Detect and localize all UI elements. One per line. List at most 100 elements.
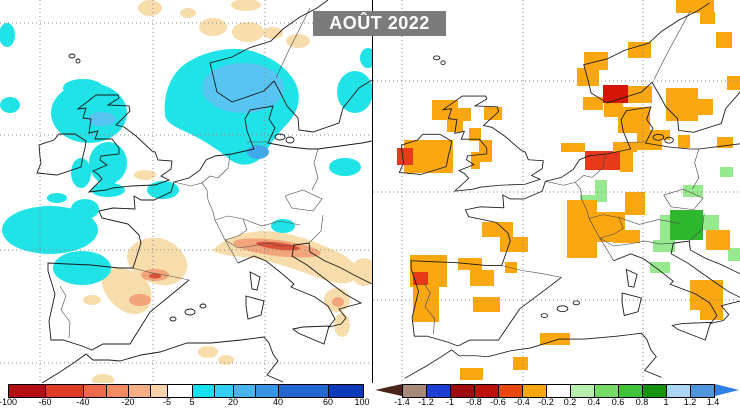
colorbar-tick-label: -0.4 (514, 397, 530, 407)
title-badge: AOÛT 2022 (313, 11, 446, 36)
colorbar-segment (619, 385, 643, 397)
colorbar-tick-label: 40 (272, 397, 284, 407)
grid-cell (660, 215, 670, 240)
grid-cell (650, 262, 670, 273)
grid-cell (628, 42, 651, 58)
colorbar-segment (215, 385, 234, 397)
grid-cell (500, 237, 528, 252)
index-colorbar: -1.4 -1.2 -1 -0.8 -0.6 -0.4 -0.2 0.2 0.4 0.6 0.8 1 1… (375, 384, 740, 408)
precip-driest-core (149, 241, 300, 279)
colorbar-tick-label: -5 (162, 397, 172, 407)
grid-cell (620, 147, 633, 172)
colorbar-tick-label: 20 (227, 397, 239, 407)
colorbar-segment (129, 385, 151, 397)
grid-cell (460, 368, 483, 380)
colorbar-segment (9, 385, 46, 397)
grid-cell (678, 135, 690, 148)
grid-cell (458, 108, 471, 121)
grid-cell (473, 297, 500, 312)
grid-cell (482, 222, 513, 237)
precip-wettest-core (247, 145, 269, 159)
colorbar-segment (329, 385, 363, 397)
colorbar-segment (451, 385, 475, 397)
grid-cell (717, 137, 733, 148)
left-map-precipitation-anomaly (0, 0, 372, 383)
grid-cell (716, 32, 732, 48)
colorbar-tick-label: 0.8 (635, 397, 649, 407)
grid-cell (513, 357, 528, 370)
right-country-borders (423, 10, 705, 335)
grid-cell (618, 107, 650, 133)
colorbar-tick-label: -40 (76, 397, 90, 407)
colorbar-segment (667, 385, 691, 397)
grid-cell (577, 68, 599, 86)
anomaly-grid-cells (397, 0, 740, 380)
left-graticule (0, 0, 372, 383)
colorbar-segment (46, 385, 84, 397)
index-colorbar-segments (402, 384, 715, 398)
grid-cell (583, 97, 603, 110)
colorbar-segment (168, 385, 193, 397)
colorbar-tick-label: -1.4 (394, 397, 410, 407)
grid-cell (625, 192, 645, 215)
grid-cell (676, 0, 714, 13)
grid-cell (413, 272, 428, 285)
colorbar-tick-label: -100 (0, 397, 18, 407)
grid-cell (432, 100, 458, 120)
grid-cell (700, 305, 723, 320)
colorbar-segment (193, 385, 215, 397)
grid-cell (670, 210, 703, 240)
colorbar-tick-label: -1.2 (418, 397, 434, 407)
colorbar-segment (523, 385, 547, 397)
grid-cell (728, 248, 740, 261)
grid-cell (471, 152, 480, 169)
colorbar-tick-label: -0.2 (538, 397, 554, 407)
grid-cell (479, 140, 492, 162)
colorbar-segment (279, 385, 329, 397)
grid-cell (540, 333, 570, 345)
colorbar-tick-label: 100 (354, 397, 370, 407)
colorbar-segment (595, 385, 619, 397)
colorbar-segment (499, 385, 523, 397)
colorbar-tick-label: 1.2 (683, 397, 697, 407)
colorbar-tick-label: 60 (322, 397, 334, 407)
colorbar-segment (427, 385, 451, 397)
grid-cell (447, 120, 463, 132)
colorbar-segment (475, 385, 499, 397)
map-title: AOÛT 2022 (329, 13, 430, 33)
grid-cell (653, 240, 675, 252)
colorbar-tick-label: 1.4 (706, 397, 720, 407)
colorbar-segment (571, 385, 595, 397)
colorbar-segment (84, 385, 107, 397)
precip-wet-core-shading (88, 63, 284, 126)
grid-cell (720, 167, 733, 177)
grid-cell (613, 142, 637, 152)
colorbar-left-arrow (375, 384, 402, 396)
colorbar-segment (691, 385, 714, 397)
grid-cell (727, 76, 740, 90)
grid-cell (469, 128, 481, 141)
colorbar-tick-label: -0.8 (466, 397, 482, 407)
colorbar-tick-label: 5 (189, 397, 195, 407)
grid-cell (700, 12, 715, 24)
grid-cell (505, 262, 517, 273)
colorbar-tick-label: -20 (121, 397, 135, 407)
grid-cell (666, 88, 698, 121)
right-map-gridded-anomaly (373, 0, 740, 383)
grid-cell (698, 99, 713, 115)
precipitation-colorbar-segments (8, 384, 364, 398)
grid-cell (683, 185, 703, 197)
colorbar-tick-label: 0.4 (587, 397, 601, 407)
colorbar-segment (256, 385, 279, 397)
grid-cell (561, 143, 585, 152)
colorbar-tick-label: -60 (38, 397, 52, 407)
grid-cell (484, 107, 502, 120)
grid-cell (567, 200, 597, 258)
grid-cell (585, 151, 620, 170)
colorbar-tick-label: 0.6 (611, 397, 625, 407)
grid-cell (613, 230, 640, 243)
grid-cell (397, 148, 413, 165)
colorbar-segment (234, 385, 256, 397)
grid-cell (703, 215, 719, 230)
grid-cell (470, 270, 494, 286)
